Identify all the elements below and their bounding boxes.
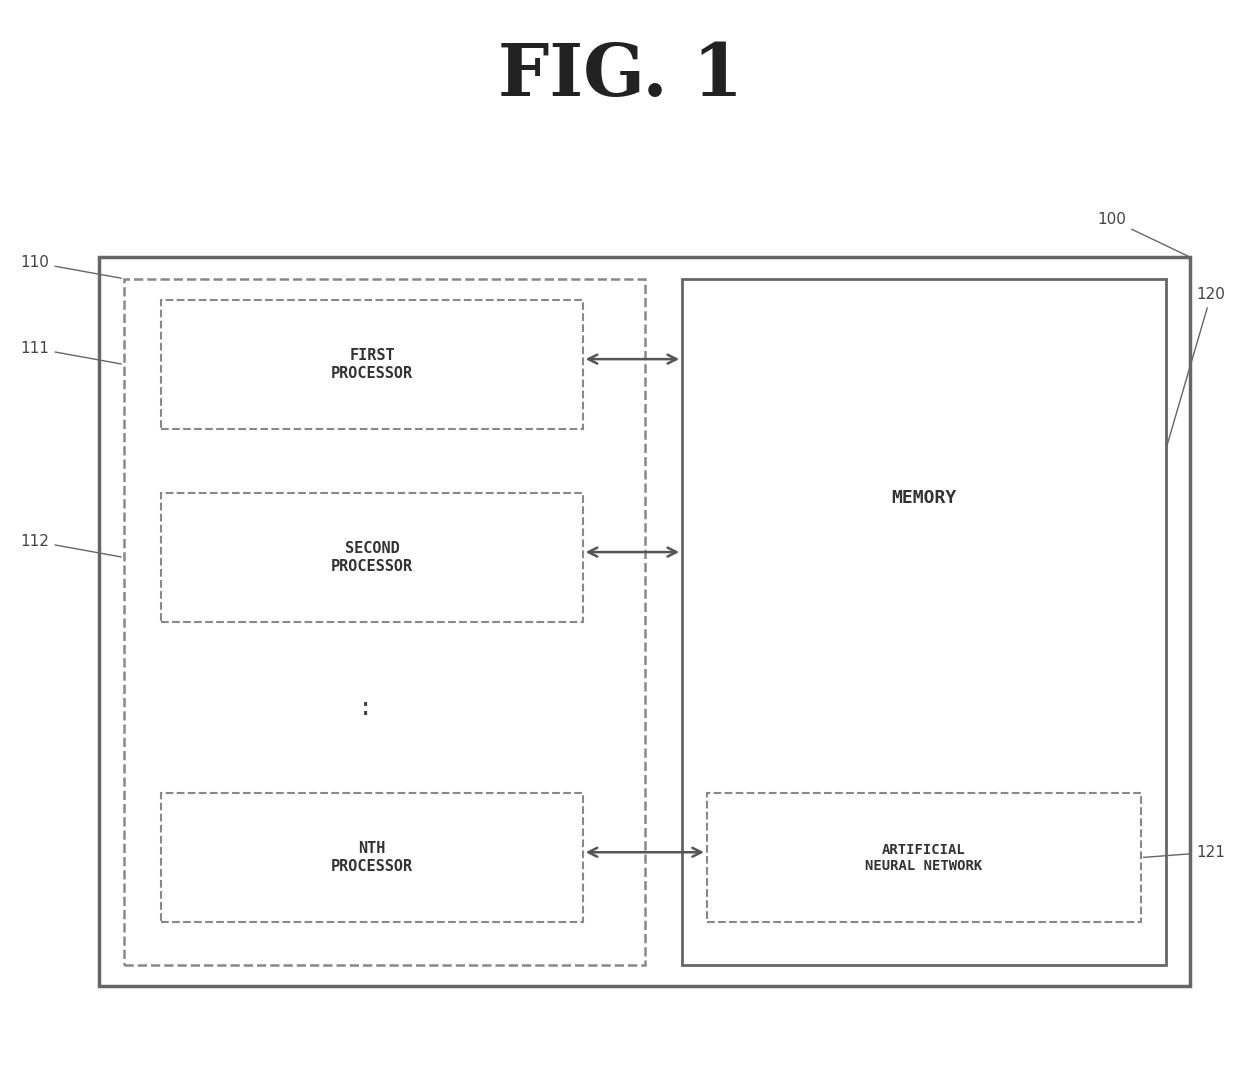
Text: 110: 110 (21, 255, 122, 279)
Text: :: : (358, 696, 373, 719)
FancyBboxPatch shape (682, 279, 1166, 965)
Text: SECOND
PROCESSOR: SECOND PROCESSOR (331, 541, 413, 574)
Text: 120: 120 (1167, 287, 1225, 448)
FancyBboxPatch shape (161, 793, 583, 922)
Text: NTH
PROCESSOR: NTH PROCESSOR (331, 842, 413, 874)
FancyBboxPatch shape (99, 257, 1190, 986)
Text: FIRST
PROCESSOR: FIRST PROCESSOR (331, 348, 413, 381)
FancyBboxPatch shape (161, 300, 583, 429)
Text: FIG. 1: FIG. 1 (497, 40, 743, 110)
Text: MEMORY: MEMORY (892, 489, 956, 507)
FancyBboxPatch shape (707, 793, 1141, 922)
Text: ARTIFICIAL
NEURAL NETWORK: ARTIFICIAL NEURAL NETWORK (866, 843, 982, 873)
Text: 111: 111 (21, 341, 122, 364)
Text: 121: 121 (1143, 845, 1225, 860)
Text: 112: 112 (21, 534, 122, 557)
Text: 100: 100 (1097, 212, 1188, 256)
FancyBboxPatch shape (161, 493, 583, 622)
FancyBboxPatch shape (124, 279, 645, 965)
